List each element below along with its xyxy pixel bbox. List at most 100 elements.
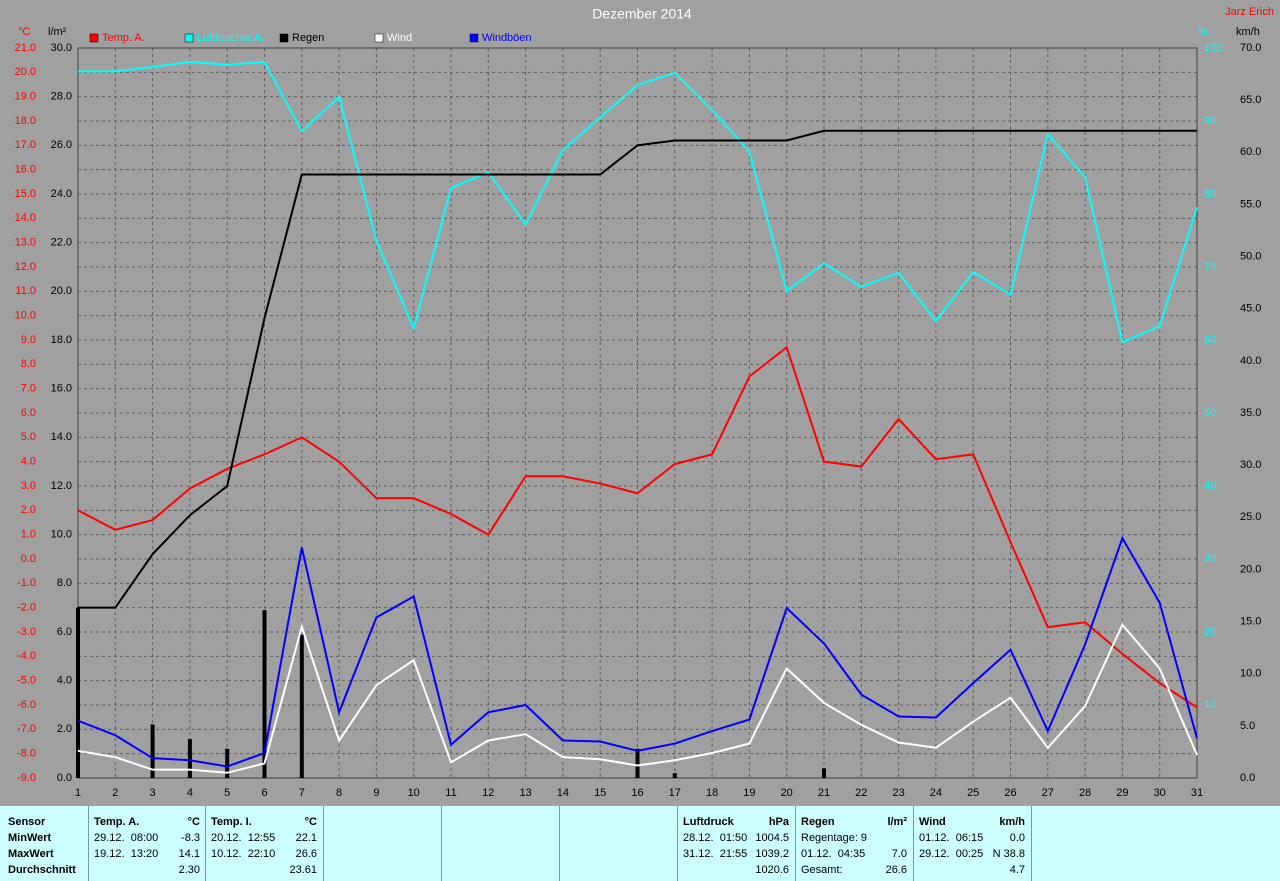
x-tick-label: 16 bbox=[631, 787, 643, 799]
y-tick-label: 10.0 bbox=[1240, 668, 1261, 680]
cell-label: 01.12. 04:35 bbox=[801, 848, 866, 860]
column-separator bbox=[913, 806, 914, 881]
chart-title: Dezember 2014 bbox=[592, 6, 692, 22]
y-tick-label: 7.0 bbox=[21, 383, 36, 395]
y2-unit: l/m² bbox=[48, 26, 67, 38]
y-tick-label: 15.0 bbox=[1240, 615, 1261, 627]
series-line bbox=[78, 129, 1197, 609]
y-tick-label: 20.0 bbox=[15, 66, 36, 78]
y-tick-label: 5.0 bbox=[1240, 720, 1255, 732]
y-tick-label: 20.0 bbox=[51, 285, 72, 297]
y-tick-label: 12.0 bbox=[51, 480, 72, 492]
y-tick-label: 3.0 bbox=[21, 480, 36, 492]
y-tick-label: 50 bbox=[1204, 407, 1216, 419]
rain-bar bbox=[150, 724, 155, 778]
legend-label: Luftfeuchte A. bbox=[197, 32, 264, 44]
x-tick-label: 7 bbox=[299, 787, 305, 799]
y-tick-label: 30.0 bbox=[1240, 459, 1261, 471]
legend-label: Temp. A. bbox=[102, 32, 145, 44]
y-tick-label: -9.0 bbox=[17, 772, 36, 784]
x-tick-label: 9 bbox=[373, 787, 379, 799]
rain-bar bbox=[672, 773, 677, 778]
column-separator bbox=[88, 806, 89, 881]
y-tick-label: 10.0 bbox=[51, 529, 72, 541]
group-title: Regen bbox=[801, 816, 835, 828]
x-tick-label: 17 bbox=[669, 787, 681, 799]
legend-swatch bbox=[469, 33, 479, 43]
cell-label: Gesamt: bbox=[801, 864, 843, 876]
cell-value: 22.1 bbox=[295, 832, 317, 844]
y-tick-label: 1.0 bbox=[21, 529, 36, 541]
y-tick-label: 19.0 bbox=[15, 91, 36, 103]
y-tick-label: 18.0 bbox=[51, 334, 72, 346]
x-tick-label: 1 bbox=[75, 787, 81, 799]
legend-label: Windböen bbox=[482, 32, 532, 44]
cell-label: 29.12. 00:25 bbox=[919, 848, 984, 860]
legend-label: Regen bbox=[292, 32, 324, 44]
x-tick-label: 25 bbox=[967, 787, 979, 799]
cell-value: 14.1 bbox=[178, 848, 200, 860]
group-unit: km/h bbox=[999, 816, 1025, 828]
x-tick-label: 21 bbox=[818, 787, 830, 799]
y-tick-label: 10.0 bbox=[15, 310, 36, 322]
y-tick-label: 40 bbox=[1204, 480, 1216, 492]
cell-value: 1004.5 bbox=[755, 832, 789, 844]
cell-value: -8.3 bbox=[181, 832, 200, 844]
cell-value: 4.7 bbox=[1009, 864, 1025, 876]
legend-swatch bbox=[184, 33, 194, 43]
y-tick-label: -8.0 bbox=[17, 748, 36, 760]
y-tick-label: 6.0 bbox=[21, 407, 36, 419]
legend-label: Wind bbox=[387, 32, 412, 44]
column-separator bbox=[441, 806, 442, 881]
cell-label: 31.12. 21:55 bbox=[683, 848, 748, 860]
group-unit: °C bbox=[304, 816, 317, 828]
cell-label: 29.12. 08:00 bbox=[94, 832, 159, 844]
group-title: Wind bbox=[919, 816, 946, 828]
row-label: MaxWert bbox=[8, 848, 54, 860]
y-tick-label: 26.0 bbox=[51, 139, 72, 151]
x-tick-label: 18 bbox=[706, 787, 718, 799]
column-separator bbox=[1031, 806, 1032, 881]
x-tick-label: 28 bbox=[1079, 787, 1091, 799]
y-tick-label: 21.0 bbox=[15, 42, 36, 54]
y-tick-label: 25.0 bbox=[1240, 511, 1261, 523]
x-tick-label: 5 bbox=[224, 787, 230, 799]
y-tick-label: 13.0 bbox=[15, 237, 36, 249]
y-tick-label: 60.0 bbox=[1240, 146, 1261, 158]
y-tick-label: 12.0 bbox=[15, 261, 36, 273]
group-title: Temp. A. bbox=[94, 816, 140, 828]
y-tick-label: -2.0 bbox=[17, 602, 36, 614]
x-tick-label: 27 bbox=[1042, 787, 1054, 799]
y-tick-label: 20.0 bbox=[1240, 563, 1261, 575]
group-unit: °C bbox=[187, 816, 200, 828]
rain-bar bbox=[822, 768, 826, 778]
cell-label: Regentage: 9 bbox=[801, 832, 868, 844]
x-tick-label: 26 bbox=[1004, 787, 1016, 799]
y-tick-label: 70.0 bbox=[1240, 42, 1261, 54]
x-tick-label: 31 bbox=[1191, 787, 1203, 799]
cell-label: 01.12. 06:15 bbox=[919, 832, 984, 844]
group-unit: hPa bbox=[768, 816, 789, 828]
x-tick-label: 4 bbox=[187, 787, 193, 799]
x-tick-label: 11 bbox=[445, 787, 456, 799]
y-tick-label: 0.0 bbox=[21, 553, 36, 565]
cell-label: 28.12. 01:50 bbox=[683, 832, 748, 844]
series-line bbox=[77, 622, 1198, 774]
cell-value: 26.6 bbox=[885, 864, 907, 876]
y-tick-label: -6.0 bbox=[17, 699, 36, 711]
x-tick-label: 29 bbox=[1116, 787, 1128, 799]
rain-bar bbox=[635, 748, 640, 778]
x-tick-label: 15 bbox=[594, 787, 606, 799]
cell-value: 0.0 bbox=[1009, 832, 1025, 844]
cell-value: 23.61 bbox=[289, 864, 317, 876]
y-tick-label: 65.0 bbox=[1240, 94, 1261, 106]
y-tick-label: 50.0 bbox=[1240, 250, 1261, 262]
y-tick-label: 4.0 bbox=[57, 675, 72, 687]
x-tick-label: 19 bbox=[743, 787, 755, 799]
y-tick-label: 17.0 bbox=[15, 139, 36, 151]
x-tick-label: 8 bbox=[336, 787, 342, 799]
cell-label: 20.12. 12:55 bbox=[211, 832, 276, 844]
y-tick-label: 15.0 bbox=[15, 188, 36, 200]
x-tick-label: 30 bbox=[1154, 787, 1166, 799]
